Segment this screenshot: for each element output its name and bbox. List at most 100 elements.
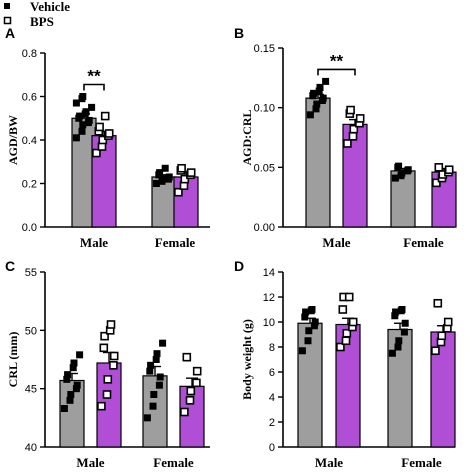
point-vehicle — [394, 343, 402, 351]
point-vehicle — [322, 77, 330, 85]
point-bps — [434, 163, 444, 172]
x-tick-label: Female — [155, 235, 196, 250]
point-vehicle — [395, 162, 403, 170]
y-tick-label: 0.10 — [254, 103, 275, 115]
point-vehicle — [79, 121, 87, 129]
point-bps — [355, 114, 365, 123]
point-vehicle — [73, 381, 81, 389]
bar-vehicle-male — [305, 97, 331, 228]
point-vehicle — [306, 111, 314, 119]
point-bps — [192, 378, 201, 388]
point-bps — [109, 351, 119, 361]
y-tick-label: 0.0 — [22, 222, 37, 234]
y-tick-label: 0.8 — [22, 48, 37, 60]
point-vehicle — [63, 375, 71, 383]
point-vehicle — [398, 306, 406, 313]
y-tick-label: 6 — [269, 367, 275, 379]
point-bps — [338, 305, 348, 314]
panel-a: A AGD/BW 0.0 0.2 0.4 0.6 0.8 Male Female ** — [5, 25, 210, 250]
point-vehicle — [67, 391, 75, 398]
point-vehicle — [76, 112, 84, 120]
point-vehicle — [392, 308, 400, 316]
point-vehicle — [159, 175, 167, 183]
point-bps — [348, 317, 358, 327]
point-bps — [95, 122, 104, 132]
y-tick-label: 14 — [263, 267, 275, 279]
point-vehicle — [302, 308, 310, 316]
y-axis-label: AGD/BW — [6, 115, 20, 165]
point-bps — [437, 331, 447, 341]
point-bps — [433, 298, 443, 308]
point-bps — [103, 375, 113, 384]
point-bps — [98, 135, 108, 145]
point-bps — [92, 148, 101, 158]
point-vehicle — [152, 180, 160, 187]
point-vehicle — [72, 99, 80, 107]
point-vehicle — [391, 312, 399, 320]
x-tick-label: Female — [153, 455, 194, 470]
point-vehicle — [305, 327, 313, 335]
bar-vehicle-male — [59, 379, 85, 448]
y-tick-label: 12 — [263, 292, 275, 304]
point-bps — [99, 343, 109, 353]
point-bps — [185, 396, 195, 405]
panel-label: D — [234, 258, 244, 274]
x-tick-label: Male — [322, 235, 350, 250]
point-bps — [349, 124, 359, 134]
point-vehicle — [76, 351, 84, 359]
point-bps — [186, 386, 196, 396]
point-vehicle — [143, 414, 151, 422]
point-bps — [100, 331, 109, 341]
point-bps — [343, 139, 352, 148]
point-vehicle — [312, 105, 320, 113]
panel-label: A — [5, 25, 15, 41]
point-vehicle — [152, 356, 160, 363]
panel-b: B AGD:CRL 0.00 0.05 0.10 0.15 Male Female ** — [234, 25, 457, 250]
y-tick-label: 0.4 — [22, 135, 37, 147]
y-tick-label: 10 — [263, 317, 275, 329]
point-vehicle — [149, 402, 157, 410]
significance-label: ** — [330, 51, 344, 70]
y-tick-label: 0.2 — [22, 179, 37, 191]
y-tick-label: 0.00 — [254, 222, 275, 234]
point-vehicle — [400, 328, 408, 336]
y-tick-label: 4 — [269, 392, 275, 404]
y-axis-label: CRL (mm) — [6, 332, 20, 388]
point-bps — [186, 168, 196, 177]
point-vehicle — [401, 319, 409, 327]
point-vehicle — [319, 94, 327, 102]
point-vehicle — [150, 391, 158, 398]
point-bps — [341, 336, 351, 346]
point-bps — [104, 129, 114, 138]
point-vehicle — [161, 164, 169, 172]
point-vehicle — [147, 361, 155, 369]
point-vehicle — [316, 83, 324, 91]
point-vehicle — [313, 100, 321, 108]
point-vehicle — [70, 359, 78, 367]
point-vehicle — [404, 166, 412, 174]
panel-label: C — [5, 258, 15, 274]
point-vehicle — [85, 116, 93, 124]
y-axis-label: Body weight (g) — [240, 319, 254, 400]
point-bps — [102, 390, 112, 399]
legend-vehicle-label: Vehicle — [30, 0, 70, 14]
point-bps — [100, 111, 110, 121]
y-axis-label: AGD:CRL — [240, 110, 254, 166]
point-bps — [192, 366, 202, 376]
y-tick-label: 0.05 — [254, 162, 275, 174]
bar-bps-female — [179, 385, 205, 448]
point-bps — [348, 132, 358, 141]
point-vehicle — [79, 93, 87, 100]
point-bps — [342, 328, 352, 338]
point-vehicle — [398, 169, 406, 177]
point-vehicle — [155, 381, 163, 389]
point-bps — [344, 292, 354, 302]
point-bps — [336, 342, 345, 352]
point-vehicle — [298, 347, 306, 355]
x-tick-label: Female — [403, 235, 444, 250]
point-bps — [109, 361, 118, 370]
legend-bps-marker — [3, 16, 12, 25]
x-tick-label: Male — [315, 455, 343, 470]
y-tick-label: 55 — [25, 267, 37, 279]
